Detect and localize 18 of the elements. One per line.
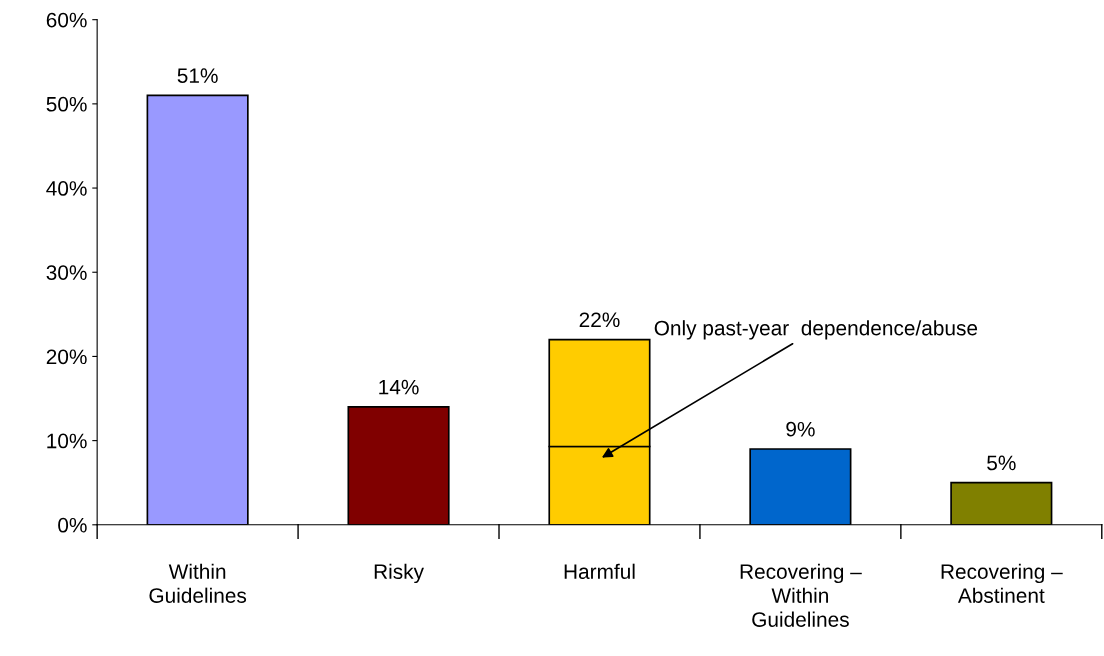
y-tick-label: 60% <box>46 12 87 28</box>
y-tick-label: 30% <box>46 265 87 280</box>
annotation: Only past-year dependence/abuse <box>654 320 978 340</box>
x-tick-label: Harmful <box>564 563 635 579</box>
total-label: 51% <box>177 68 218 83</box>
y-tick-label: 40% <box>46 181 87 196</box>
total-label: 22% <box>579 312 620 328</box>
x-tick-label: Recovering – Abstinent <box>941 563 1063 603</box>
total-label: 5% <box>987 455 1016 471</box>
x-tick-label: Risky <box>374 563 424 584</box>
total-label: 14% <box>379 379 419 395</box>
y-tick-label: 0% <box>58 517 87 533</box>
x-tick-label: Within Guidelines <box>149 563 247 603</box>
total-label: 9% <box>786 421 815 437</box>
y-tick-label: 10% <box>47 433 87 449</box>
y-tick-label: 50% <box>46 96 87 112</box>
x-tick-label: Recovering – Within Guidelines <box>740 563 862 627</box>
y-tick-label: 20% <box>46 349 87 365</box>
